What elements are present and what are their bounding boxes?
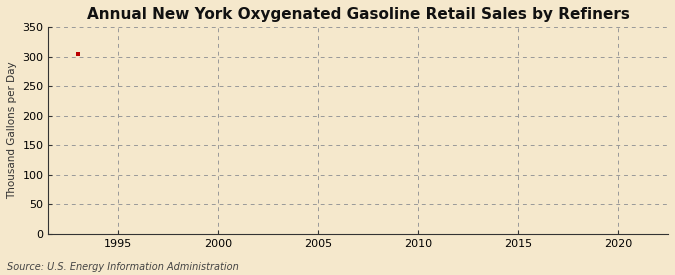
- Title: Annual New York Oxygenated Gasoline Retail Sales by Refiners: Annual New York Oxygenated Gasoline Reta…: [87, 7, 630, 22]
- Y-axis label: Thousand Gallons per Day: Thousand Gallons per Day: [7, 62, 17, 199]
- Text: Source: U.S. Energy Information Administration: Source: U.S. Energy Information Administ…: [7, 262, 238, 272]
